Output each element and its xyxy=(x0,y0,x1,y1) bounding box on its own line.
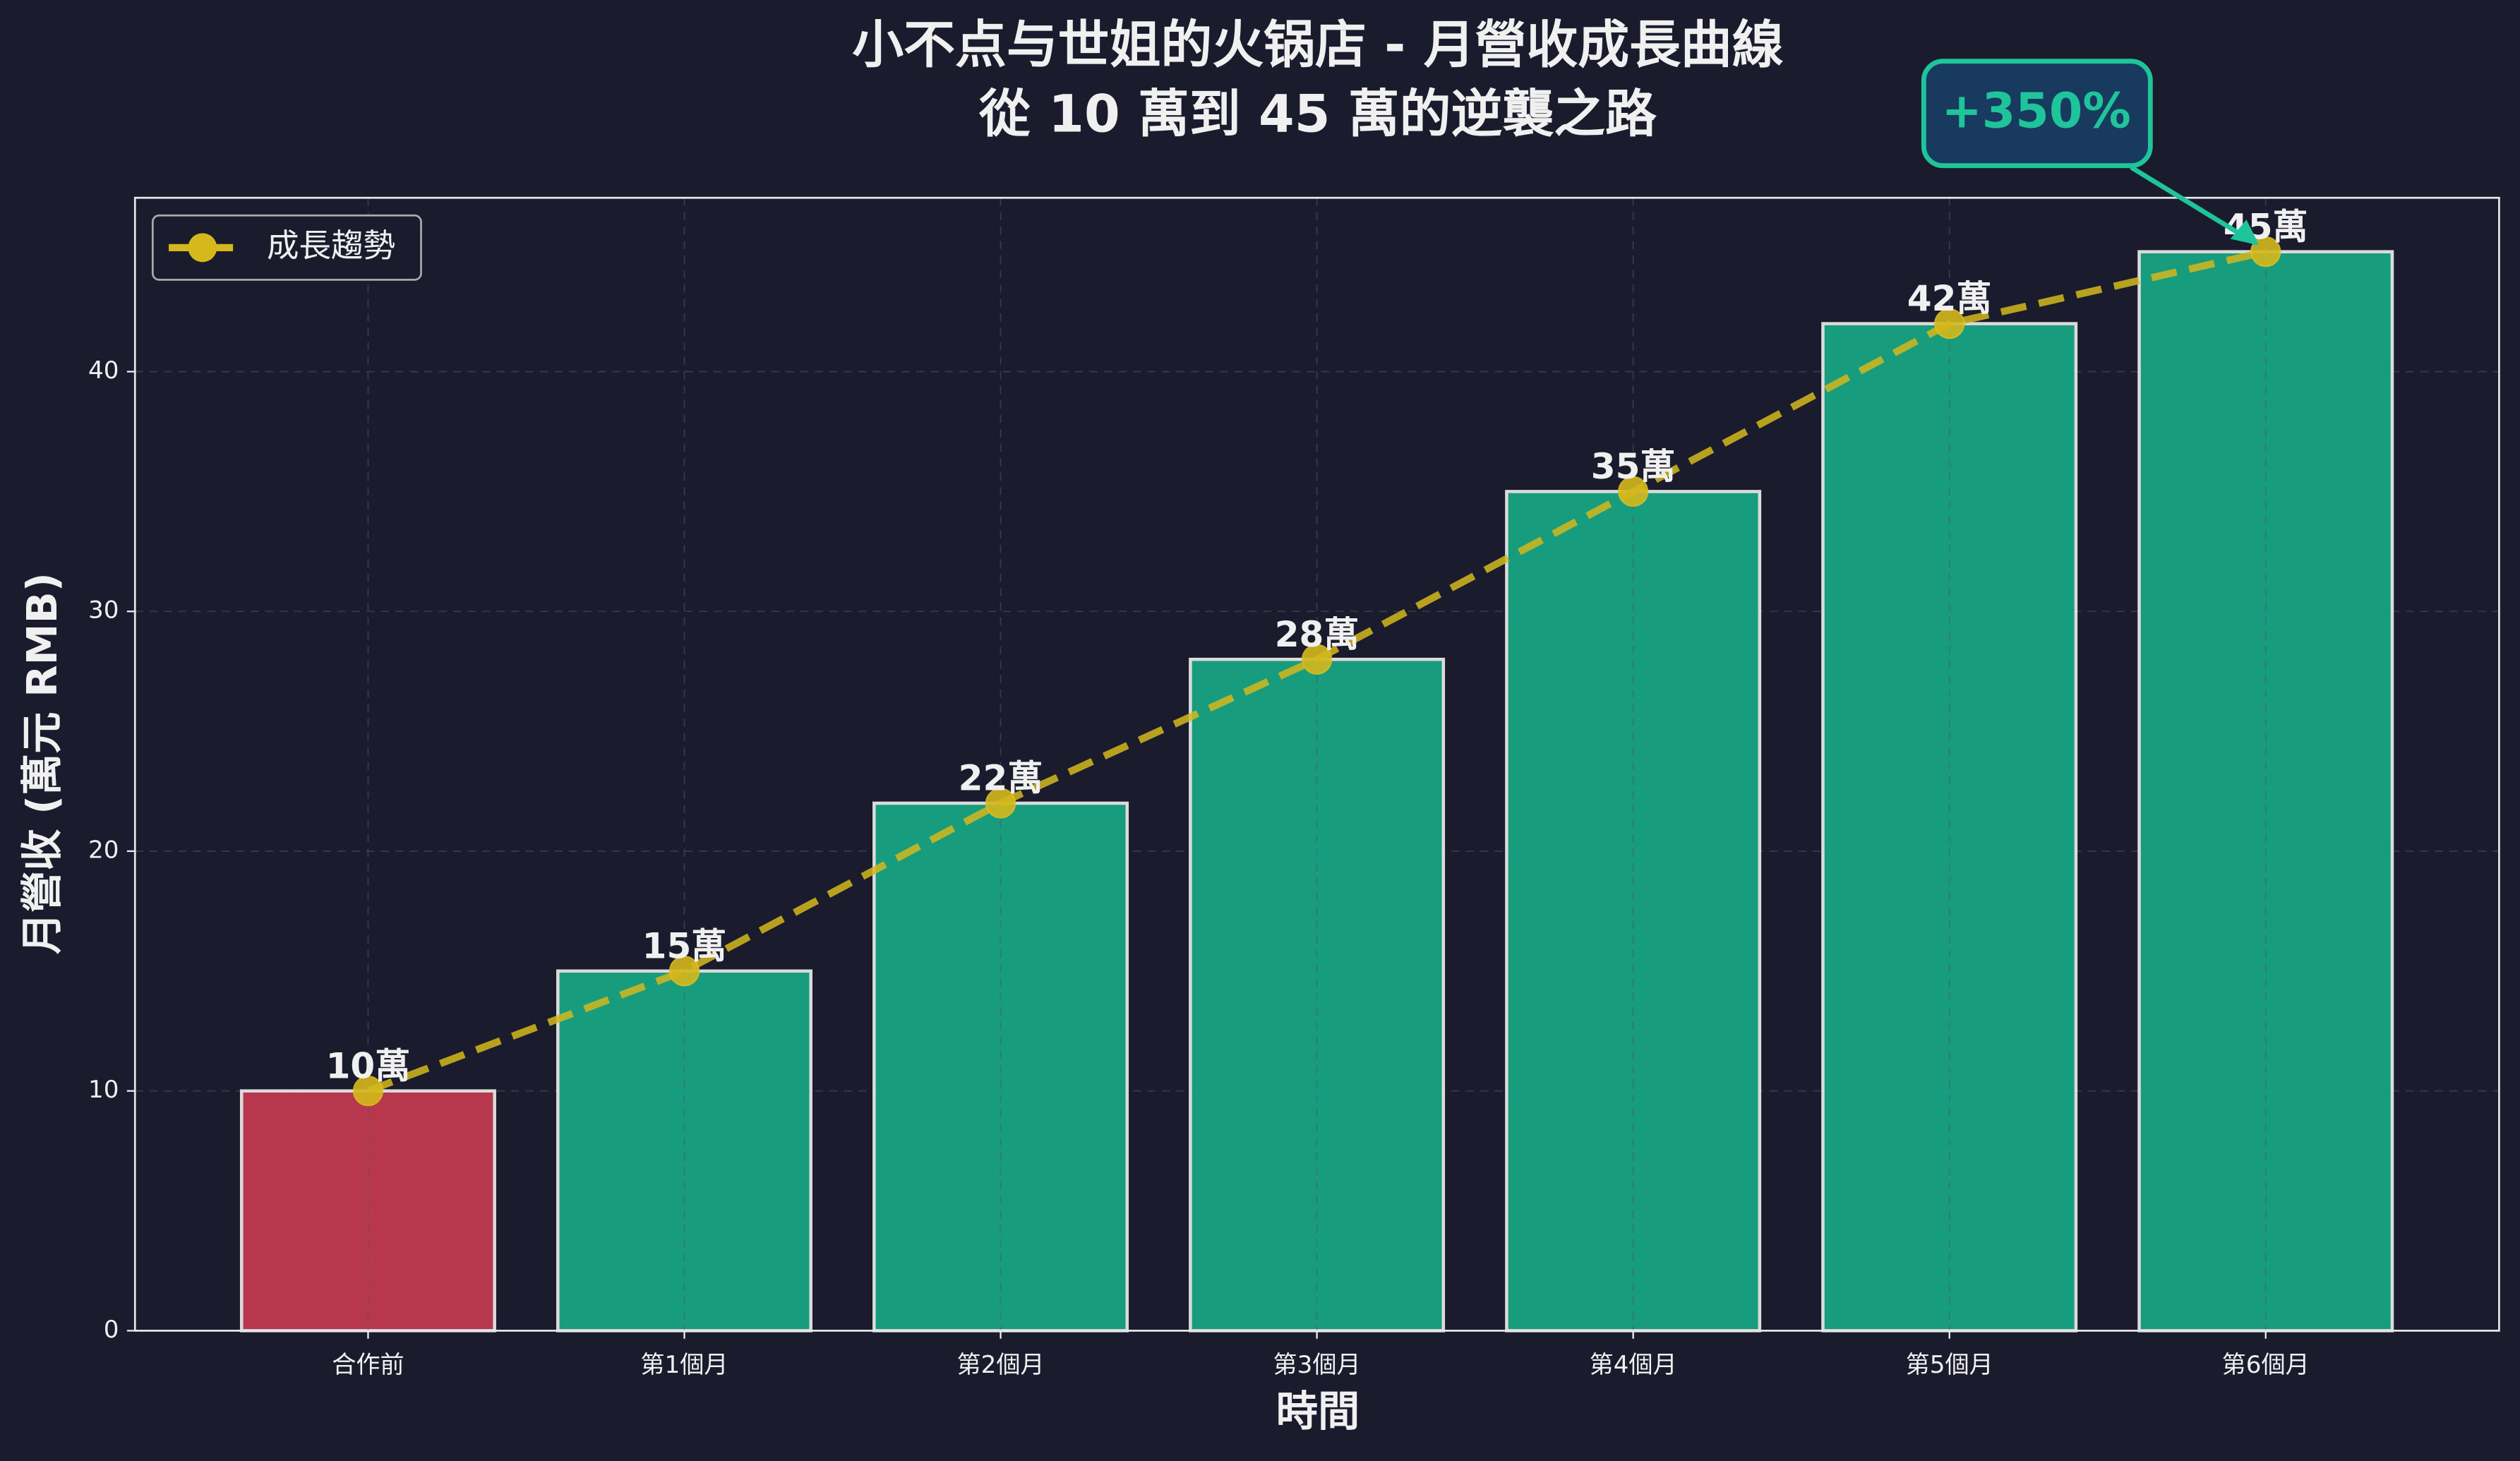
annotation-arrowhead xyxy=(2230,220,2260,246)
annotation-arrow xyxy=(2130,165,2257,246)
x-tick-label: 第4個月 xyxy=(1590,1351,1677,1379)
y-tick-label: 10 xyxy=(88,1076,119,1104)
trend-marker xyxy=(985,788,1016,819)
legend-label: 成長趨勢 xyxy=(267,227,395,264)
chart-subtitle: 從 10 萬到 45 萬的逆襲之路 xyxy=(978,84,1657,144)
value-label: 15萬 xyxy=(642,925,727,966)
legend-box xyxy=(151,214,422,281)
y-axis-label: 月營收 (萬元 RMB) xyxy=(18,572,66,954)
x-tick-label: 第2個月 xyxy=(956,1351,1044,1379)
x-tick-label: 第6個月 xyxy=(2222,1351,2310,1379)
value-label: 10萬 xyxy=(326,1045,411,1086)
trend-marker xyxy=(352,1076,384,1107)
value-label: 22萬 xyxy=(959,758,1043,799)
trend-marker xyxy=(668,956,700,987)
y-tick-label: 40 xyxy=(88,356,119,385)
trend-marker xyxy=(1934,308,1965,339)
y-tick-label: 30 xyxy=(88,596,119,625)
y-tick-label: 0 xyxy=(104,1316,119,1344)
value-label: 45萬 xyxy=(2224,206,2308,247)
y-tick-label: 20 xyxy=(88,836,119,864)
value-label: 42萬 xyxy=(1907,278,1992,319)
x-axis-label: 時間 xyxy=(1276,1387,1360,1436)
x-tick-label: 合作前 xyxy=(332,1351,404,1379)
x-tick-label: 第1個月 xyxy=(640,1351,728,1379)
value-label: 28萬 xyxy=(1275,614,1360,655)
annotation-text: +350% xyxy=(1942,83,2131,139)
plot-frame xyxy=(133,196,2500,1332)
trend-marker xyxy=(1301,644,1333,675)
x-tick-label: 第3個月 xyxy=(1273,1351,1361,1379)
chart-title: 小不点与世姐的火锅店 - 月營收成長曲線 xyxy=(852,16,1783,76)
value-label: 35萬 xyxy=(1591,446,1676,487)
trend-marker xyxy=(1618,476,1649,507)
annotation-box xyxy=(1921,59,2153,169)
legend: 成長趨勢 xyxy=(151,214,422,281)
x-tick-label: 第5個月 xyxy=(1906,1351,1993,1379)
legend-marker xyxy=(188,233,217,263)
